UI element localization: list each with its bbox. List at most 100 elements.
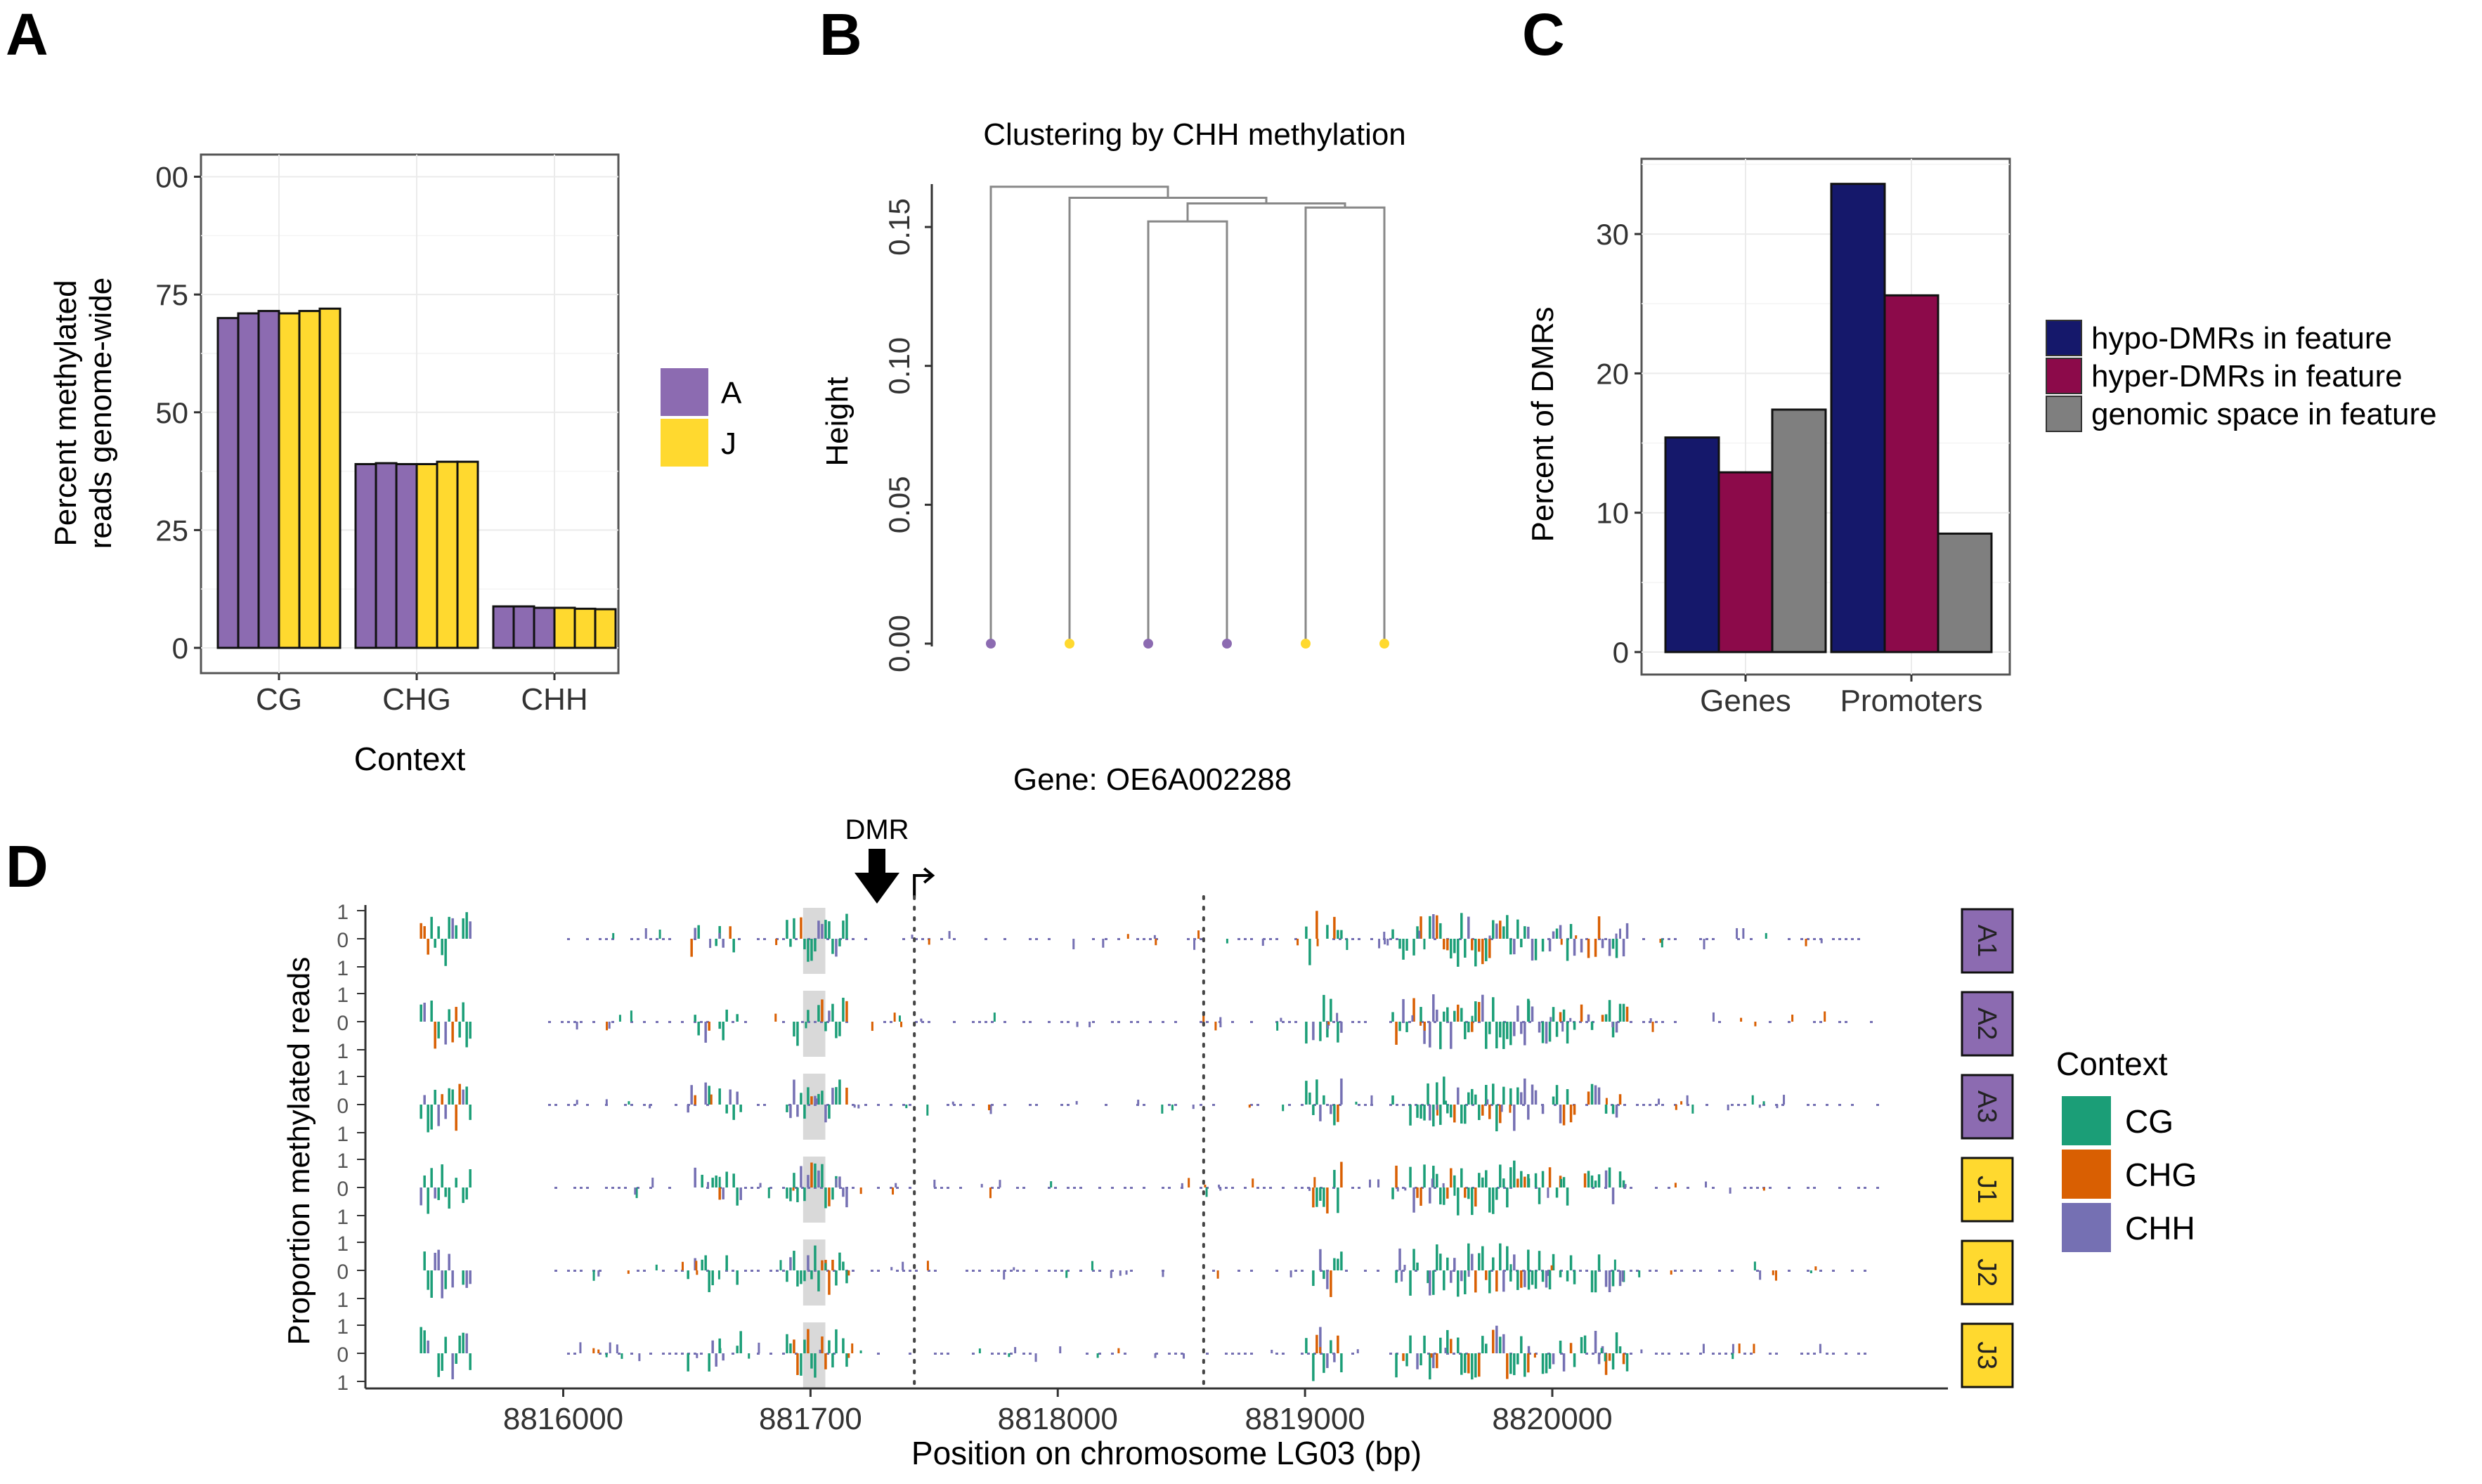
site-dot <box>1680 1270 1683 1272</box>
methylation-bar <box>1492 997 1495 1022</box>
methylation-bar <box>807 1010 810 1022</box>
site-dot <box>548 1104 551 1106</box>
methylation-bar <box>1327 1022 1330 1025</box>
methylation-bar <box>835 1178 838 1187</box>
site-dot <box>1434 1187 1436 1189</box>
methylation-bar <box>1516 1178 1519 1187</box>
methylation-bar <box>842 920 845 939</box>
methylation-bar <box>1271 1350 1273 1353</box>
methylation-bar <box>1550 1265 1553 1270</box>
methylation-bar <box>1436 915 1438 939</box>
site-dot <box>1301 1187 1304 1189</box>
methylation-bar <box>1562 1353 1566 1372</box>
site-dot <box>896 1187 899 1189</box>
methylation-bar <box>1772 1270 1774 1275</box>
methylation-bar <box>1575 935 1578 939</box>
site-dot <box>1655 1270 1658 1272</box>
methylation-bar <box>1319 1187 1322 1201</box>
methylation-bar <box>462 1332 464 1353</box>
site-dot <box>567 1021 570 1023</box>
methylation-bar <box>1474 1187 1477 1207</box>
methylation-bar <box>1439 923 1442 939</box>
methylation-bar <box>814 939 817 952</box>
site-dot <box>1661 1104 1664 1106</box>
methylation-bar <box>1573 1353 1576 1367</box>
site-dot <box>1313 1104 1316 1106</box>
methylation-bar <box>786 920 788 939</box>
site-dot <box>744 1187 747 1189</box>
methylation-bar <box>465 1086 468 1105</box>
methylation-bar <box>1319 1347 1322 1353</box>
methylation-bar <box>847 1353 850 1358</box>
site-dot <box>668 1187 671 1189</box>
methylation-bar <box>1450 1339 1453 1353</box>
methylation-bar <box>694 1015 696 1022</box>
methylation-bar <box>1506 1022 1509 1039</box>
methylation-bar <box>707 1182 710 1187</box>
site-dot <box>1813 1187 1816 1189</box>
site-dot <box>991 1187 994 1189</box>
site-dot <box>1282 1187 1285 1189</box>
methylation-bar <box>1520 1092 1523 1105</box>
methylation-bar <box>725 1255 728 1270</box>
methylation-bar <box>1181 1183 1183 1187</box>
site-dot <box>871 1270 873 1272</box>
site-dot <box>1200 1021 1202 1023</box>
methylation-bar <box>719 1348 722 1353</box>
site-dot <box>573 1353 576 1355</box>
methylation-bar <box>926 1105 929 1116</box>
methylation-bar <box>1110 1270 1112 1278</box>
site-dot <box>1111 1353 1114 1355</box>
site-dot <box>1857 1353 1860 1355</box>
methylation-bar <box>821 1164 824 1187</box>
legend-swatch-chg <box>2062 1150 2111 1199</box>
methylation-bar <box>420 1105 422 1119</box>
methylation-bar <box>697 925 700 939</box>
site-dot <box>1016 1270 1019 1272</box>
tss-arrow-icon <box>913 867 935 897</box>
methylation-bar <box>448 1187 450 1209</box>
site-dot <box>706 1021 709 1023</box>
methylation-bar <box>789 1343 792 1353</box>
methylation-bar <box>1509 1353 1512 1374</box>
methylation-bar <box>1488 1270 1491 1294</box>
site-dot <box>1105 1104 1107 1106</box>
site-dot <box>1560 1353 1563 1355</box>
site-dot <box>1617 1021 1620 1023</box>
methylation-bar <box>1534 1270 1538 1289</box>
methylation-bar <box>1499 1243 1502 1270</box>
site-dot <box>1358 1187 1360 1189</box>
methylation-bar <box>1555 928 1559 939</box>
row-tick-label: 1 <box>337 1206 349 1229</box>
methylation-bar <box>800 1166 803 1187</box>
site-dot <box>940 1187 943 1189</box>
methylation-bar <box>1423 1022 1426 1031</box>
site-dot <box>618 1187 620 1189</box>
site-dot <box>681 1353 684 1355</box>
methylation-bar <box>845 1087 848 1105</box>
methylation-bar <box>1450 939 1453 959</box>
site-dot <box>1826 1104 1828 1106</box>
site-dot <box>738 938 741 940</box>
methylation-bar <box>803 1105 806 1119</box>
methylation-bar <box>1391 1187 1394 1199</box>
methylation-bar <box>1478 1173 1481 1187</box>
site-dot <box>1668 1353 1670 1355</box>
site-dot <box>1092 1270 1095 1272</box>
methylation-bar <box>1401 1270 1403 1282</box>
site-dot <box>807 1104 810 1106</box>
site-dot <box>1465 1021 1468 1023</box>
site-dot <box>1630 1021 1632 1023</box>
methylation-bar <box>1340 1022 1343 1033</box>
y-tick-label: 0 <box>172 632 188 665</box>
methylation-bar <box>1446 939 1449 951</box>
methylation-bar <box>1569 1255 1573 1270</box>
methylation-bar <box>803 1187 806 1202</box>
site-dot <box>1712 1187 1715 1189</box>
methylation-bar <box>627 1270 630 1274</box>
site-dot <box>605 1104 608 1106</box>
site-dot <box>1250 1021 1253 1023</box>
methylation-bar <box>793 1251 795 1270</box>
legend-label-chg: CHG <box>2125 1157 2197 1193</box>
